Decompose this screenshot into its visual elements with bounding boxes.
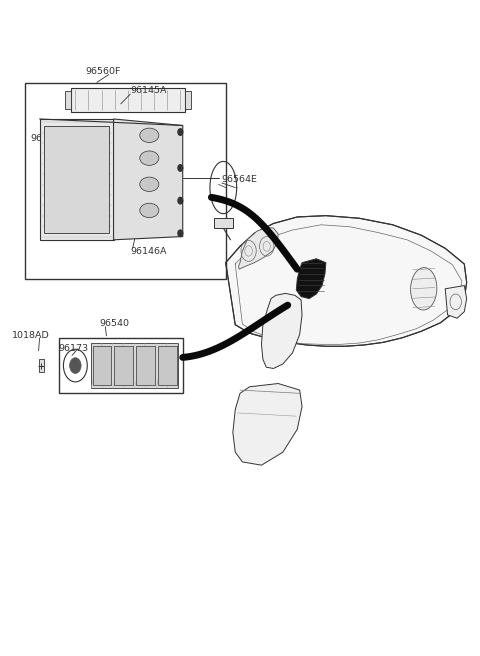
Ellipse shape bbox=[140, 203, 159, 218]
Text: 96560F: 96560F bbox=[85, 67, 120, 76]
Ellipse shape bbox=[140, 128, 159, 142]
Polygon shape bbox=[239, 228, 278, 269]
Bar bbox=[114, 346, 133, 385]
Bar bbox=[44, 125, 109, 234]
Circle shape bbox=[70, 358, 81, 373]
Ellipse shape bbox=[140, 151, 159, 165]
Bar bbox=[59, 338, 183, 394]
Circle shape bbox=[178, 230, 183, 237]
Bar bbox=[136, 346, 155, 385]
Bar bbox=[38, 359, 44, 372]
Text: 96173: 96173 bbox=[59, 344, 89, 353]
Bar bbox=[44, 119, 63, 184]
Bar bbox=[214, 218, 233, 228]
Polygon shape bbox=[233, 384, 302, 465]
Bar bbox=[157, 346, 177, 385]
Text: 96145A: 96145A bbox=[130, 87, 167, 95]
Text: 96540: 96540 bbox=[99, 319, 129, 328]
Circle shape bbox=[178, 197, 183, 204]
Circle shape bbox=[178, 165, 183, 171]
Polygon shape bbox=[114, 119, 183, 240]
Polygon shape bbox=[262, 293, 302, 369]
Bar bbox=[91, 343, 178, 388]
Bar bbox=[65, 91, 71, 109]
Text: 96146A: 96146A bbox=[130, 247, 167, 256]
Text: 1018AD: 1018AD bbox=[12, 331, 49, 340]
Polygon shape bbox=[39, 119, 114, 240]
Text: 96145C: 96145C bbox=[30, 134, 67, 143]
Polygon shape bbox=[445, 285, 467, 318]
Polygon shape bbox=[296, 258, 326, 298]
Ellipse shape bbox=[140, 177, 159, 192]
Bar bbox=[93, 346, 111, 385]
Bar bbox=[185, 91, 191, 109]
Polygon shape bbox=[226, 216, 467, 346]
Ellipse shape bbox=[410, 268, 437, 310]
Text: 96564E: 96564E bbox=[222, 174, 258, 184]
Bar bbox=[71, 88, 185, 112]
Circle shape bbox=[178, 129, 183, 135]
Bar bbox=[25, 83, 226, 279]
